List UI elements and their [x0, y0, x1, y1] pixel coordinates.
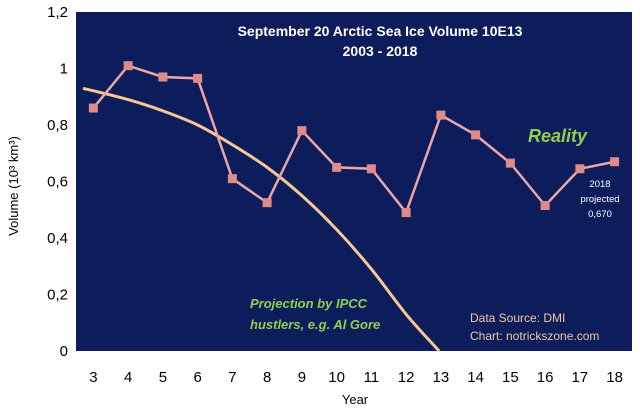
reality-label: Reality — [528, 126, 588, 146]
y-axis: 0 0,2 0,4 0,6 0,8 1 1,2 — [47, 4, 68, 360]
x-tick-label: 17 — [572, 369, 589, 386]
x-tick-label: 6 — [193, 369, 201, 386]
projection-label-line2: hustlers, e.g. Al Gore — [250, 317, 380, 332]
data-point — [262, 198, 272, 208]
data-point — [297, 126, 307, 136]
chart-title: September 20 Arctic Sea Ice Volume 10E13 — [238, 23, 523, 39]
projection-curve — [82, 86, 441, 353]
x-tick-label: 15 — [502, 369, 519, 386]
note-value: 0,670 — [588, 209, 612, 220]
x-axis: 3 4 5 6 7 8 9 10 11 12 13 14 15 16 17 18 — [89, 369, 623, 386]
data-point — [332, 162, 342, 172]
data-point — [610, 157, 620, 167]
x-tick-label: 13 — [433, 369, 450, 386]
data-point — [575, 164, 585, 174]
y-tick-label: 0,2 — [47, 287, 68, 304]
x-tick-label: 10 — [328, 369, 345, 386]
data-point — [540, 201, 550, 211]
y-tick-label: 1,2 — [47, 4, 68, 21]
projection-label-line1: Projection by IPCC — [250, 296, 368, 311]
y-tick-label: 0,8 — [47, 117, 68, 134]
data-source: Data Source: DMI — [470, 311, 565, 325]
data-point — [227, 174, 237, 184]
data-point — [123, 61, 133, 71]
x-tick-label: 18 — [606, 369, 623, 386]
x-tick-label: 4 — [124, 369, 132, 386]
y-tick-label: 0,6 — [47, 174, 68, 191]
reality-markers — [88, 61, 620, 218]
reality-line — [92, 64, 615, 216]
x-tick-label: 9 — [298, 369, 306, 386]
x-tick-label: 7 — [228, 369, 236, 386]
chart-subtitle: 2003 - 2018 — [343, 43, 418, 59]
data-point — [401, 208, 411, 218]
y-tick-label: 1 — [60, 61, 68, 78]
data-point — [471, 130, 481, 140]
data-point — [366, 164, 376, 174]
x-tick-label: 11 — [364, 369, 380, 386]
note-projected: projected — [580, 194, 619, 205]
x-tick-label: 12 — [398, 369, 415, 386]
data-point — [158, 72, 168, 82]
data-point — [193, 73, 203, 83]
data-point — [436, 110, 446, 120]
y-axis-title: Volume (10³ km³) — [6, 136, 21, 236]
chart-credit: Chart: notrickszone.com — [470, 329, 599, 343]
plot-area — [76, 12, 632, 351]
data-point — [505, 158, 515, 168]
x-axis-title: Year — [342, 392, 369, 407]
y-tick-label: 0,4 — [47, 230, 68, 247]
x-tick-label: 5 — [159, 369, 167, 386]
y-tick-label: 0 — [60, 343, 68, 360]
x-tick-label: 14 — [467, 369, 484, 386]
x-tick-label: 16 — [537, 369, 554, 386]
data-point — [88, 103, 98, 113]
x-tick-label: 8 — [263, 369, 271, 386]
x-tick-label: 3 — [89, 369, 97, 386]
note-year: 2018 — [589, 179, 610, 190]
